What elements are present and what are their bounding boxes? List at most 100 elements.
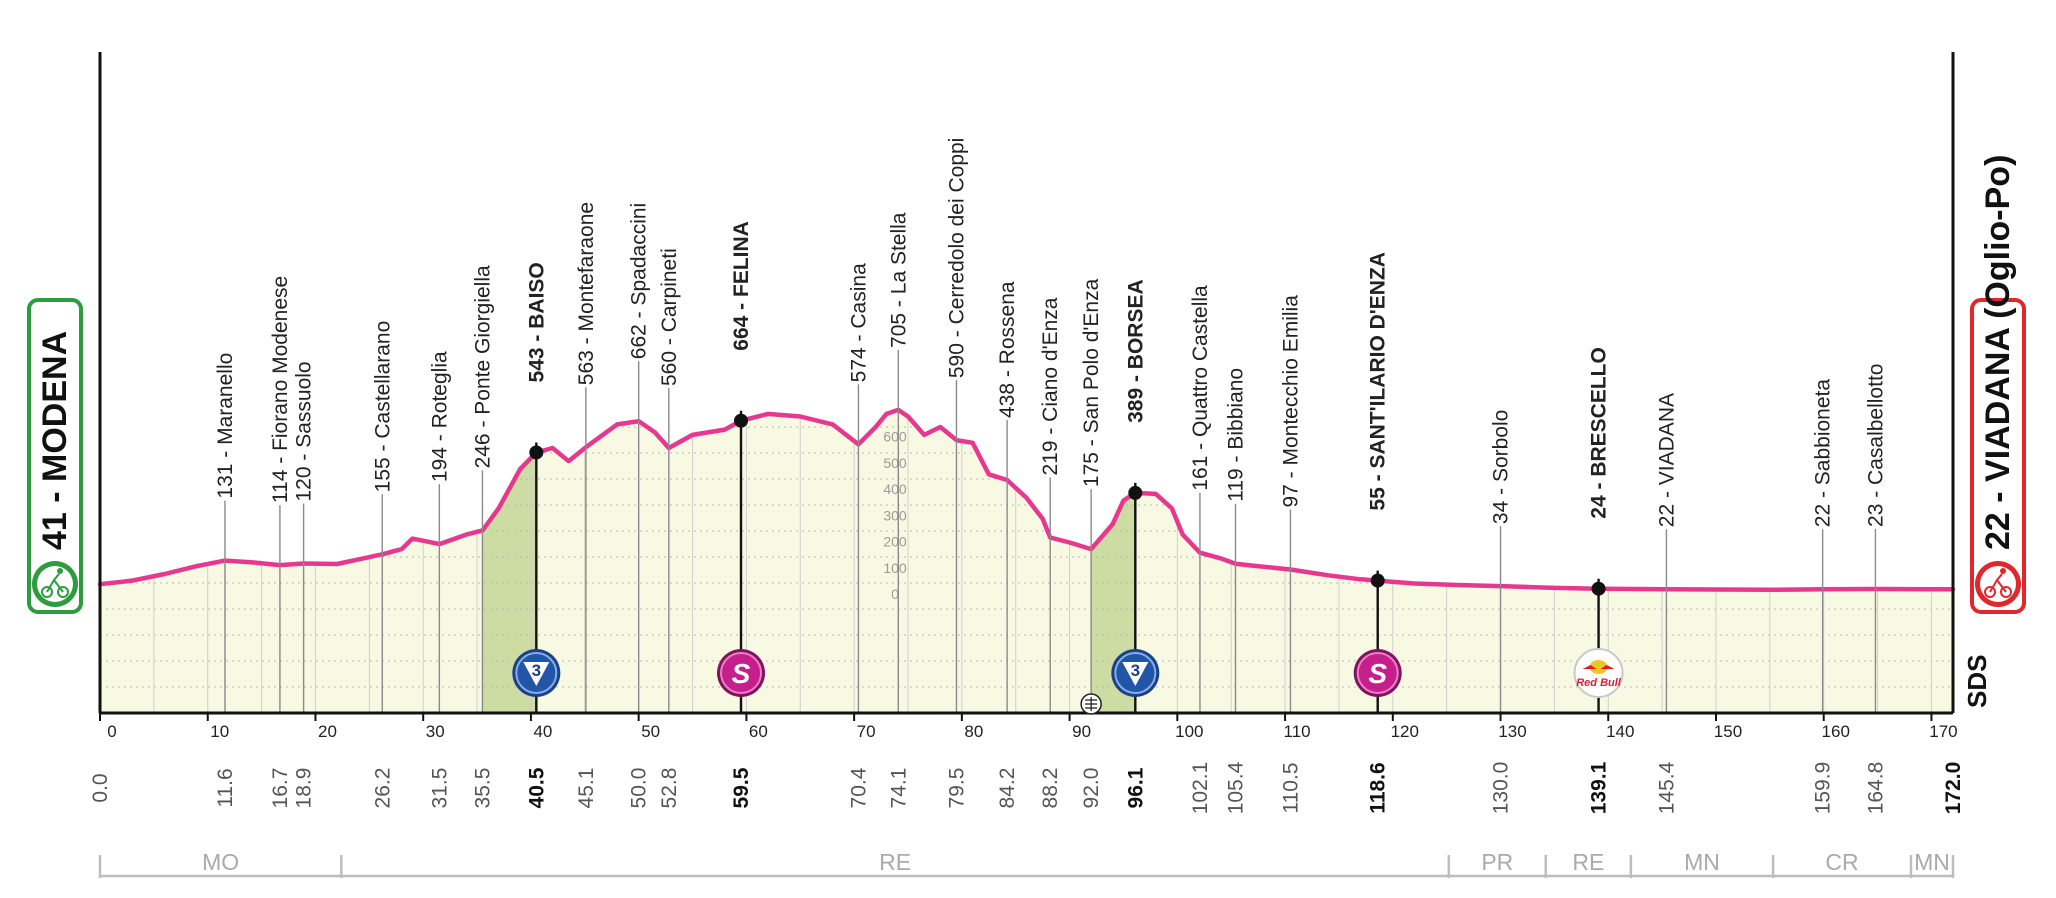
waypoint-label-26: 22 - Sabbioneta [1812, 379, 1835, 528]
x-tick-label-9: 90 [1072, 722, 1091, 741]
km-label-26: 159.9 [1812, 762, 1835, 815]
altitude-scale-label: 600 [883, 429, 907, 445]
endpoint-layer: 41 - MODENA 22 - VIADANA (Oglio-Po) SDS [27, 155, 2026, 708]
kom-category-label: 3 [1131, 661, 1140, 680]
waypoint-label-22: 55 - SANT'ILARIO D'ENZA [1367, 252, 1390, 511]
waypoint-label-17: 175 - San Polo d'Enza [1080, 278, 1103, 487]
start-cyclist-wheel-icon [57, 586, 69, 598]
km-label-5: 31.5 [428, 768, 451, 809]
finish-label: 22 - VIADANA (Oglio-Po) [1979, 155, 2017, 550]
marker-redbull-4: Red Bull [1573, 648, 1624, 698]
kom-triangle-icon [1122, 662, 1149, 686]
waypoint-label-27: 23 - Casalbellotto [1864, 364, 1887, 527]
km-label-27: 164.8 [1864, 762, 1887, 815]
waypoint-label-25: 22 - VIADANA [1655, 393, 1678, 527]
waypoint-label-5: 194 - Roteglia [428, 351, 451, 482]
km-label-13: 74.1 [887, 768, 910, 809]
start-frame [27, 298, 83, 614]
waypoint-label-8: 563 - Montefaraone [575, 202, 598, 385]
x-tick-label-6: 60 [749, 722, 768, 741]
waypoint-label-18: 389 - BORSEA [1124, 279, 1147, 423]
start-cyclist-icon [41, 586, 53, 598]
kom-category-label: 3 [532, 661, 541, 680]
kom-triangle-icon [523, 662, 550, 686]
waypoint-label-2: 114 - Fiorano Modenese [269, 276, 292, 503]
finish-badge-inner [1980, 566, 2016, 602]
waypoint-label-10: 560 - Carpineti [658, 248, 681, 386]
finish-cyclist-head-icon [2000, 568, 2006, 574]
finish-cyclist-icon [1984, 586, 1996, 598]
x-tick-label-5: 50 [641, 722, 660, 741]
km-label-9: 50.0 [628, 768, 651, 809]
x-tick-label-1: 10 [210, 722, 229, 741]
province-label-1: RE [879, 849, 911, 875]
waypoint-label-11: 664 - FELINA [730, 221, 753, 351]
km-label-3: 18.9 [293, 768, 316, 809]
waypoint-label-1: 131 - Maranello [214, 353, 237, 499]
marker-sprint-1: S [717, 649, 766, 697]
waypoint-label-24: 24 - BRESCELLO [1588, 347, 1611, 519]
x-tick-label-7: 70 [857, 722, 876, 741]
waypoint-label-4: 155 - Castellarano [371, 321, 394, 493]
waypoint-dot-18 [1128, 485, 1143, 500]
x-tick-label-10: 100 [1175, 722, 1203, 741]
waypoint-dot-24 [1591, 581, 1606, 596]
province-label-0: MO [202, 849, 239, 875]
marker-kom-2: 3 [1111, 649, 1160, 697]
start-label: 41 - MODENA [36, 331, 74, 550]
waypoint-label-15: 438 - Rossena [996, 281, 1019, 418]
level-crossing-icon [1080, 693, 1102, 715]
waypoint-label-6: 246 - Ponte Giorgiella [471, 265, 494, 468]
waypoint-label-9: 662 - Spadaccini [628, 203, 651, 359]
km-label-21: 110.5 [1279, 763, 1302, 814]
altitude-scale-label: 100 [883, 560, 907, 576]
redbull-bulls-icon [1582, 665, 1615, 669]
x-tick-label-15: 150 [1714, 722, 1742, 741]
km-label-12: 70.4 [847, 767, 870, 808]
x-tick-label-12: 120 [1391, 722, 1419, 741]
km-label-7: 40.5 [525, 767, 548, 808]
marker-layer: 3 S 3 S Red Bull [512, 648, 1624, 715]
waypoint-label-23: 34 - Sorbolo [1490, 410, 1513, 524]
waypoint-label-12: 574 - Casina [847, 263, 870, 382]
sprint-label: S [1368, 658, 1387, 689]
waypoint-dot-11 [734, 413, 749, 428]
x-tick-label-13: 130 [1498, 722, 1526, 741]
finish-frame [1970, 298, 2026, 614]
altitude-scale-label: 0 [891, 586, 899, 602]
waypoint-label-19: 161 - Quattro Castella [1189, 285, 1212, 491]
redbull-sun-icon [1589, 660, 1608, 674]
altitude-scale-label: 400 [883, 481, 907, 497]
km-label-16: 88.2 [1039, 768, 1062, 809]
sprint-label: S [732, 658, 751, 689]
km-label-8: 45.1 [575, 768, 598, 809]
km-label-20: 105.4 [1225, 761, 1248, 814]
redbull-label: Red Bull [1576, 677, 1622, 689]
waypoint-label-16: 219 - Ciano d'Enza [1039, 297, 1062, 475]
province-layer: MO RE PR RE MN CR MN [98, 849, 1955, 878]
altitude-scale-label: 300 [883, 507, 907, 523]
x-tick-label-16: 160 [1822, 722, 1850, 741]
km-label-15: 84.2 [996, 768, 1019, 809]
start-cyclist-head-icon [57, 568, 63, 574]
km-label-28: 172.0 [1942, 762, 1965, 815]
altitude-scale-label: 500 [883, 455, 907, 471]
x-tick-label-3: 30 [426, 722, 445, 741]
waypoint-label-7: 543 - BAISO [525, 262, 548, 382]
start-box: 41 - MODENA [27, 298, 83, 614]
altitude-scale-label: 200 [883, 534, 907, 550]
waypoint-dot-7 [529, 445, 544, 460]
km-label-14: 79.5 [945, 768, 968, 809]
province-label-6: MN [1914, 849, 1950, 875]
km-label-0: 0.0 [89, 773, 112, 802]
profile-area [100, 409, 1953, 713]
km-label-2: 16.7 [269, 768, 292, 809]
km-label-1: 11.6 [214, 768, 237, 807]
x-tick-label-8: 80 [964, 722, 983, 741]
km-label-17: 92.0 [1080, 768, 1103, 809]
axis-layer: 0 10 20 30 40 50 60 70 80 90 100 110 120 130 140 150 160… [98, 52, 1958, 741]
km-label-10: 52.8 [658, 768, 681, 809]
x-tick-label-11: 110 [1284, 722, 1311, 741]
km-label-24: 139.1 [1588, 761, 1611, 814]
